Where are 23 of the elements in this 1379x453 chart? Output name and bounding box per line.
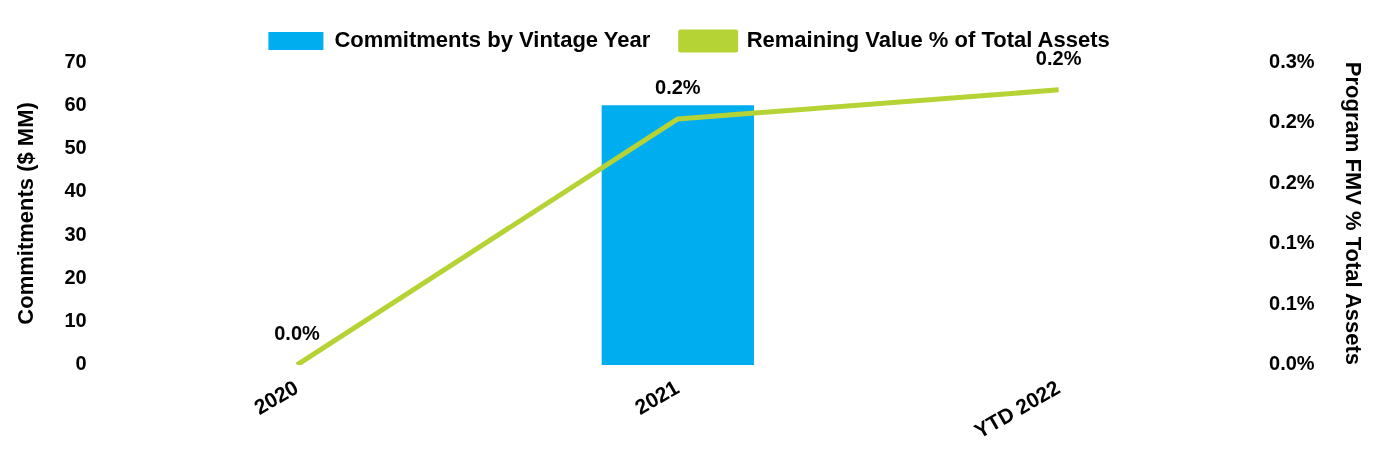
y-tick-label: 0 bbox=[75, 352, 87, 375]
y2-tick-label: 0.1% bbox=[1269, 231, 1315, 254]
y2-axis-title: Program FMV % Total Assets bbox=[1340, 61, 1366, 366]
x-tick-label: 2020 bbox=[250, 375, 302, 419]
x-tick-label: 2021 bbox=[630, 375, 684, 419]
data-label: 0.2% bbox=[1035, 47, 1082, 70]
y-tick-label: 20 bbox=[64, 265, 87, 288]
y-tick-label: 60 bbox=[64, 92, 87, 115]
y-tick-label: 40 bbox=[64, 179, 87, 202]
legend-label: Commitments by Vintage Year bbox=[334, 27, 651, 53]
y-tick-label: 10 bbox=[64, 309, 87, 332]
y-tick-label: 70 bbox=[64, 49, 87, 72]
y2-tick-label: 0.2% bbox=[1269, 110, 1315, 133]
data-label: 0.0% bbox=[274, 322, 321, 345]
data-label: 0.2% bbox=[655, 76, 701, 99]
y-axis-title: Commitments ($ MM) bbox=[13, 102, 39, 325]
x-tick-label: YTD 2022 bbox=[970, 375, 1064, 443]
y2-tick-label: 0.2% bbox=[1269, 170, 1315, 193]
y2-tick-label: 0.3% bbox=[1269, 49, 1315, 72]
y-tick-label: 50 bbox=[64, 136, 87, 159]
y2-tick-label: 0.1% bbox=[1269, 291, 1315, 314]
y-tick-label: 30 bbox=[64, 222, 87, 245]
y2-tick-label: 0.0% bbox=[1269, 352, 1315, 375]
